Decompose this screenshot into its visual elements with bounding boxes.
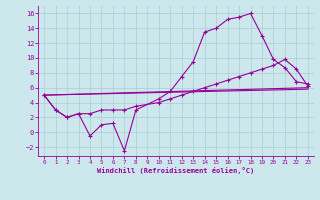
X-axis label: Windchill (Refroidissement éolien,°C): Windchill (Refroidissement éolien,°C) (97, 167, 255, 174)
